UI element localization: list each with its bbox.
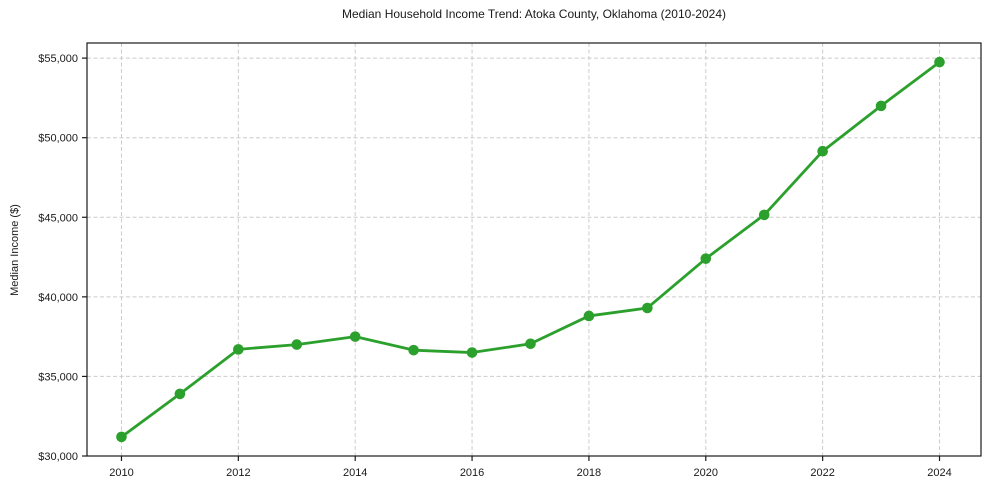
y-axis-label: Median Income ($) <box>9 204 21 296</box>
x-tick-label: 2012 <box>226 467 250 479</box>
x-tick-label: 2010 <box>109 467 133 479</box>
plot-border <box>86 42 982 457</box>
y-tick-label: $35,000 <box>38 371 78 383</box>
x-tick-label: 2018 <box>577 467 601 479</box>
data-point-2010 <box>116 431 127 443</box>
data-point-2018 <box>583 310 595 322</box>
chart-title: Median Household Income Trend: Atoka Cou… <box>342 7 726 21</box>
data-point-2022 <box>817 145 828 157</box>
data-point-2011 <box>174 388 186 400</box>
y-tick-label: $40,000 <box>38 292 78 304</box>
trend-line <box>120 60 941 439</box>
data-point-2013 <box>291 339 303 350</box>
x-tick-label: 2020 <box>694 467 718 479</box>
x-tick-label: 2014 <box>343 467 367 479</box>
x-tick-label: 2016 <box>460 467 484 479</box>
data-point-2021 <box>758 209 770 221</box>
data-point-2012 <box>233 344 244 355</box>
data-point-2023 <box>875 100 887 112</box>
data-point-2015 <box>408 344 419 356</box>
x-tick-label: 2022 <box>810 467 834 479</box>
data-point-2020 <box>700 253 712 264</box>
data-point-2017 <box>525 338 536 350</box>
y-tick-label: $45,000 <box>38 212 78 224</box>
data-point-2016 <box>466 347 478 358</box>
data-point-2014 <box>349 331 361 342</box>
data-point-2019 <box>642 302 653 314</box>
y-tick-label: $30,000 <box>38 451 78 463</box>
data-point-2024 <box>934 56 945 68</box>
y-tick-label: $55,000 <box>38 53 78 65</box>
y-tick-label: $50,000 <box>38 133 78 145</box>
x-tick-label: 2024 <box>927 467 951 479</box>
